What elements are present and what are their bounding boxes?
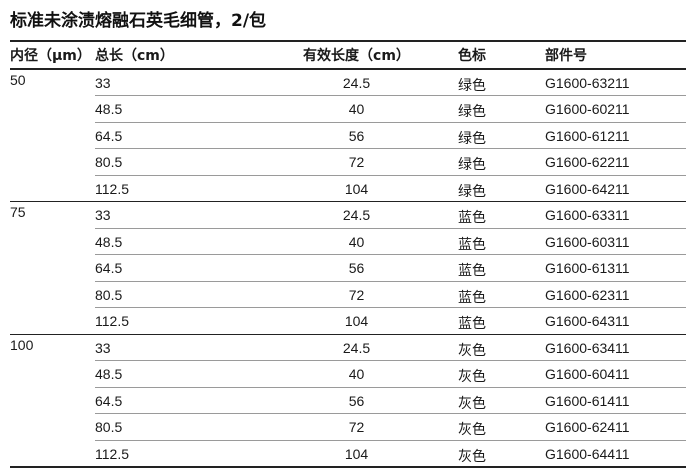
header-id: 内径（μm） [10, 40, 95, 70]
effective-length-cell: 72 [255, 413, 458, 441]
total-length-cell: 80.5 [95, 148, 255, 176]
color-code-cell: 灰色 [458, 413, 545, 441]
table-row: 80.5 72 绿色 G1600-62211 [10, 148, 686, 176]
part-number-cell: G1600-62311 [545, 281, 686, 308]
effective-length-cell: 24.5 [255, 201, 458, 229]
table-row: 64.5 56 灰色 G1600-61411 [10, 387, 686, 414]
table-row: 48.5 40 灰色 G1600-60411 [10, 360, 686, 388]
color-code-cell: 灰色 [458, 360, 545, 388]
header-effective-length: 有效长度（cm） [255, 40, 458, 70]
color-code-cell: 蓝色 [458, 254, 545, 282]
part-number-cell: G1600-64411 [545, 440, 686, 468]
total-length-cell: 112.5 [95, 175, 255, 202]
table-row: 48.5 40 绿色 G1600-60211 [10, 95, 686, 123]
effective-length-cell: 56 [255, 387, 458, 414]
part-number-cell: G1600-62211 [545, 148, 686, 176]
part-number-cell: G1600-63311 [545, 201, 686, 229]
inner-diameter-cell: 100 [10, 334, 95, 468]
part-number-cell: G1600-60411 [545, 360, 686, 388]
color-code-cell: 绿色 [458, 69, 545, 96]
total-length-cell: 48.5 [95, 360, 255, 388]
effective-length-cell: 40 [255, 95, 458, 123]
color-code-cell: 绿色 [458, 148, 545, 176]
color-code-cell: 蓝色 [458, 281, 545, 308]
table-row: 64.5 56 蓝色 G1600-61311 [10, 254, 686, 282]
color-code-cell: 蓝色 [458, 228, 545, 255]
effective-length-cell: 104 [255, 440, 458, 468]
table-row: 112.5 104 绿色 G1600-64211 [10, 175, 686, 202]
effective-length-cell: 24.5 [255, 69, 458, 96]
effective-length-cell: 72 [255, 281, 458, 308]
total-length-cell: 48.5 [95, 228, 255, 255]
table-header-row: 内径（μm） 总长（cm） 有效长度（cm） 色标 部件号 [10, 40, 686, 70]
part-number-cell: G1600-64211 [545, 175, 686, 202]
table-row: 112.5 104 蓝色 G1600-64311 [10, 307, 686, 335]
effective-length-cell: 104 [255, 175, 458, 202]
part-number-cell: G1600-60211 [545, 95, 686, 123]
effective-length-cell: 40 [255, 360, 458, 388]
total-length-cell: 33 [95, 334, 255, 361]
inner-diameter-cell: 75 [10, 201, 95, 335]
color-code-cell: 灰色 [458, 334, 545, 361]
total-length-cell: 33 [95, 201, 255, 229]
part-number-cell: G1600-60311 [545, 228, 686, 255]
table-body: 50 33 24.5 绿色 G1600-63211 48.5 40 绿色 G1600-60211… [10, 69, 686, 468]
effective-length-cell: 104 [255, 307, 458, 335]
part-number-cell: G1600-63411 [545, 334, 686, 361]
table-row: 80.5 72 灰色 G1600-62411 [10, 413, 686, 441]
color-code-cell: 灰色 [458, 440, 545, 468]
capillary-table: 内径（μm） 总长（cm） 有效长度（cm） 色标 部件号 50 33 24.5 绿色… [10, 40, 686, 468]
color-code-cell: 灰色 [458, 387, 545, 414]
part-number-cell: G1600-63211 [545, 69, 686, 96]
part-number-cell: G1600-61211 [545, 122, 686, 149]
color-code-cell: 蓝色 [458, 201, 545, 229]
part-number-cell: G1600-61411 [545, 387, 686, 414]
total-length-cell: 80.5 [95, 281, 255, 308]
total-length-cell: 112.5 [95, 307, 255, 335]
total-length-cell: 80.5 [95, 413, 255, 441]
part-number-cell: G1600-62411 [545, 413, 686, 441]
total-length-cell: 48.5 [95, 95, 255, 123]
inner-diameter-cell: 50 [10, 69, 95, 202]
header-part-number: 部件号 [545, 40, 686, 70]
color-code-cell: 蓝色 [458, 307, 545, 335]
header-total-length: 总长（cm） [95, 40, 255, 70]
table-row: 50 33 24.5 绿色 G1600-63211 [10, 69, 686, 202]
color-code-cell: 绿色 [458, 175, 545, 202]
part-number-cell: G1600-64311 [545, 307, 686, 335]
table-row: 100 33 24.5 灰色 G1600-63411 [10, 334, 686, 468]
table-row: 48.5 40 蓝色 G1600-60311 [10, 228, 686, 255]
effective-length-cell: 24.5 [255, 334, 458, 361]
effective-length-cell: 56 [255, 254, 458, 282]
color-code-cell: 绿色 [458, 95, 545, 123]
effective-length-cell: 40 [255, 228, 458, 255]
table-row: 112.5 104 灰色 G1600-64411 [10, 440, 686, 468]
effective-length-cell: 72 [255, 148, 458, 176]
table-row: 80.5 72 蓝色 G1600-62311 [10, 281, 686, 308]
total-length-cell: 33 [95, 69, 255, 96]
total-length-cell: 112.5 [95, 440, 255, 468]
table-row: 75 33 24.5 蓝色 G1600-63311 [10, 201, 686, 335]
total-length-cell: 64.5 [95, 254, 255, 282]
header-color-code: 色标 [458, 40, 545, 70]
effective-length-cell: 56 [255, 122, 458, 149]
table-row: 64.5 56 绿色 G1600-61211 [10, 122, 686, 149]
part-number-cell: G1600-61311 [545, 254, 686, 282]
total-length-cell: 64.5 [95, 387, 255, 414]
color-code-cell: 绿色 [458, 122, 545, 149]
page-title: 标准未涂渍熔融石英毛细管，2/包 [10, 11, 267, 31]
total-length-cell: 64.5 [95, 122, 255, 149]
